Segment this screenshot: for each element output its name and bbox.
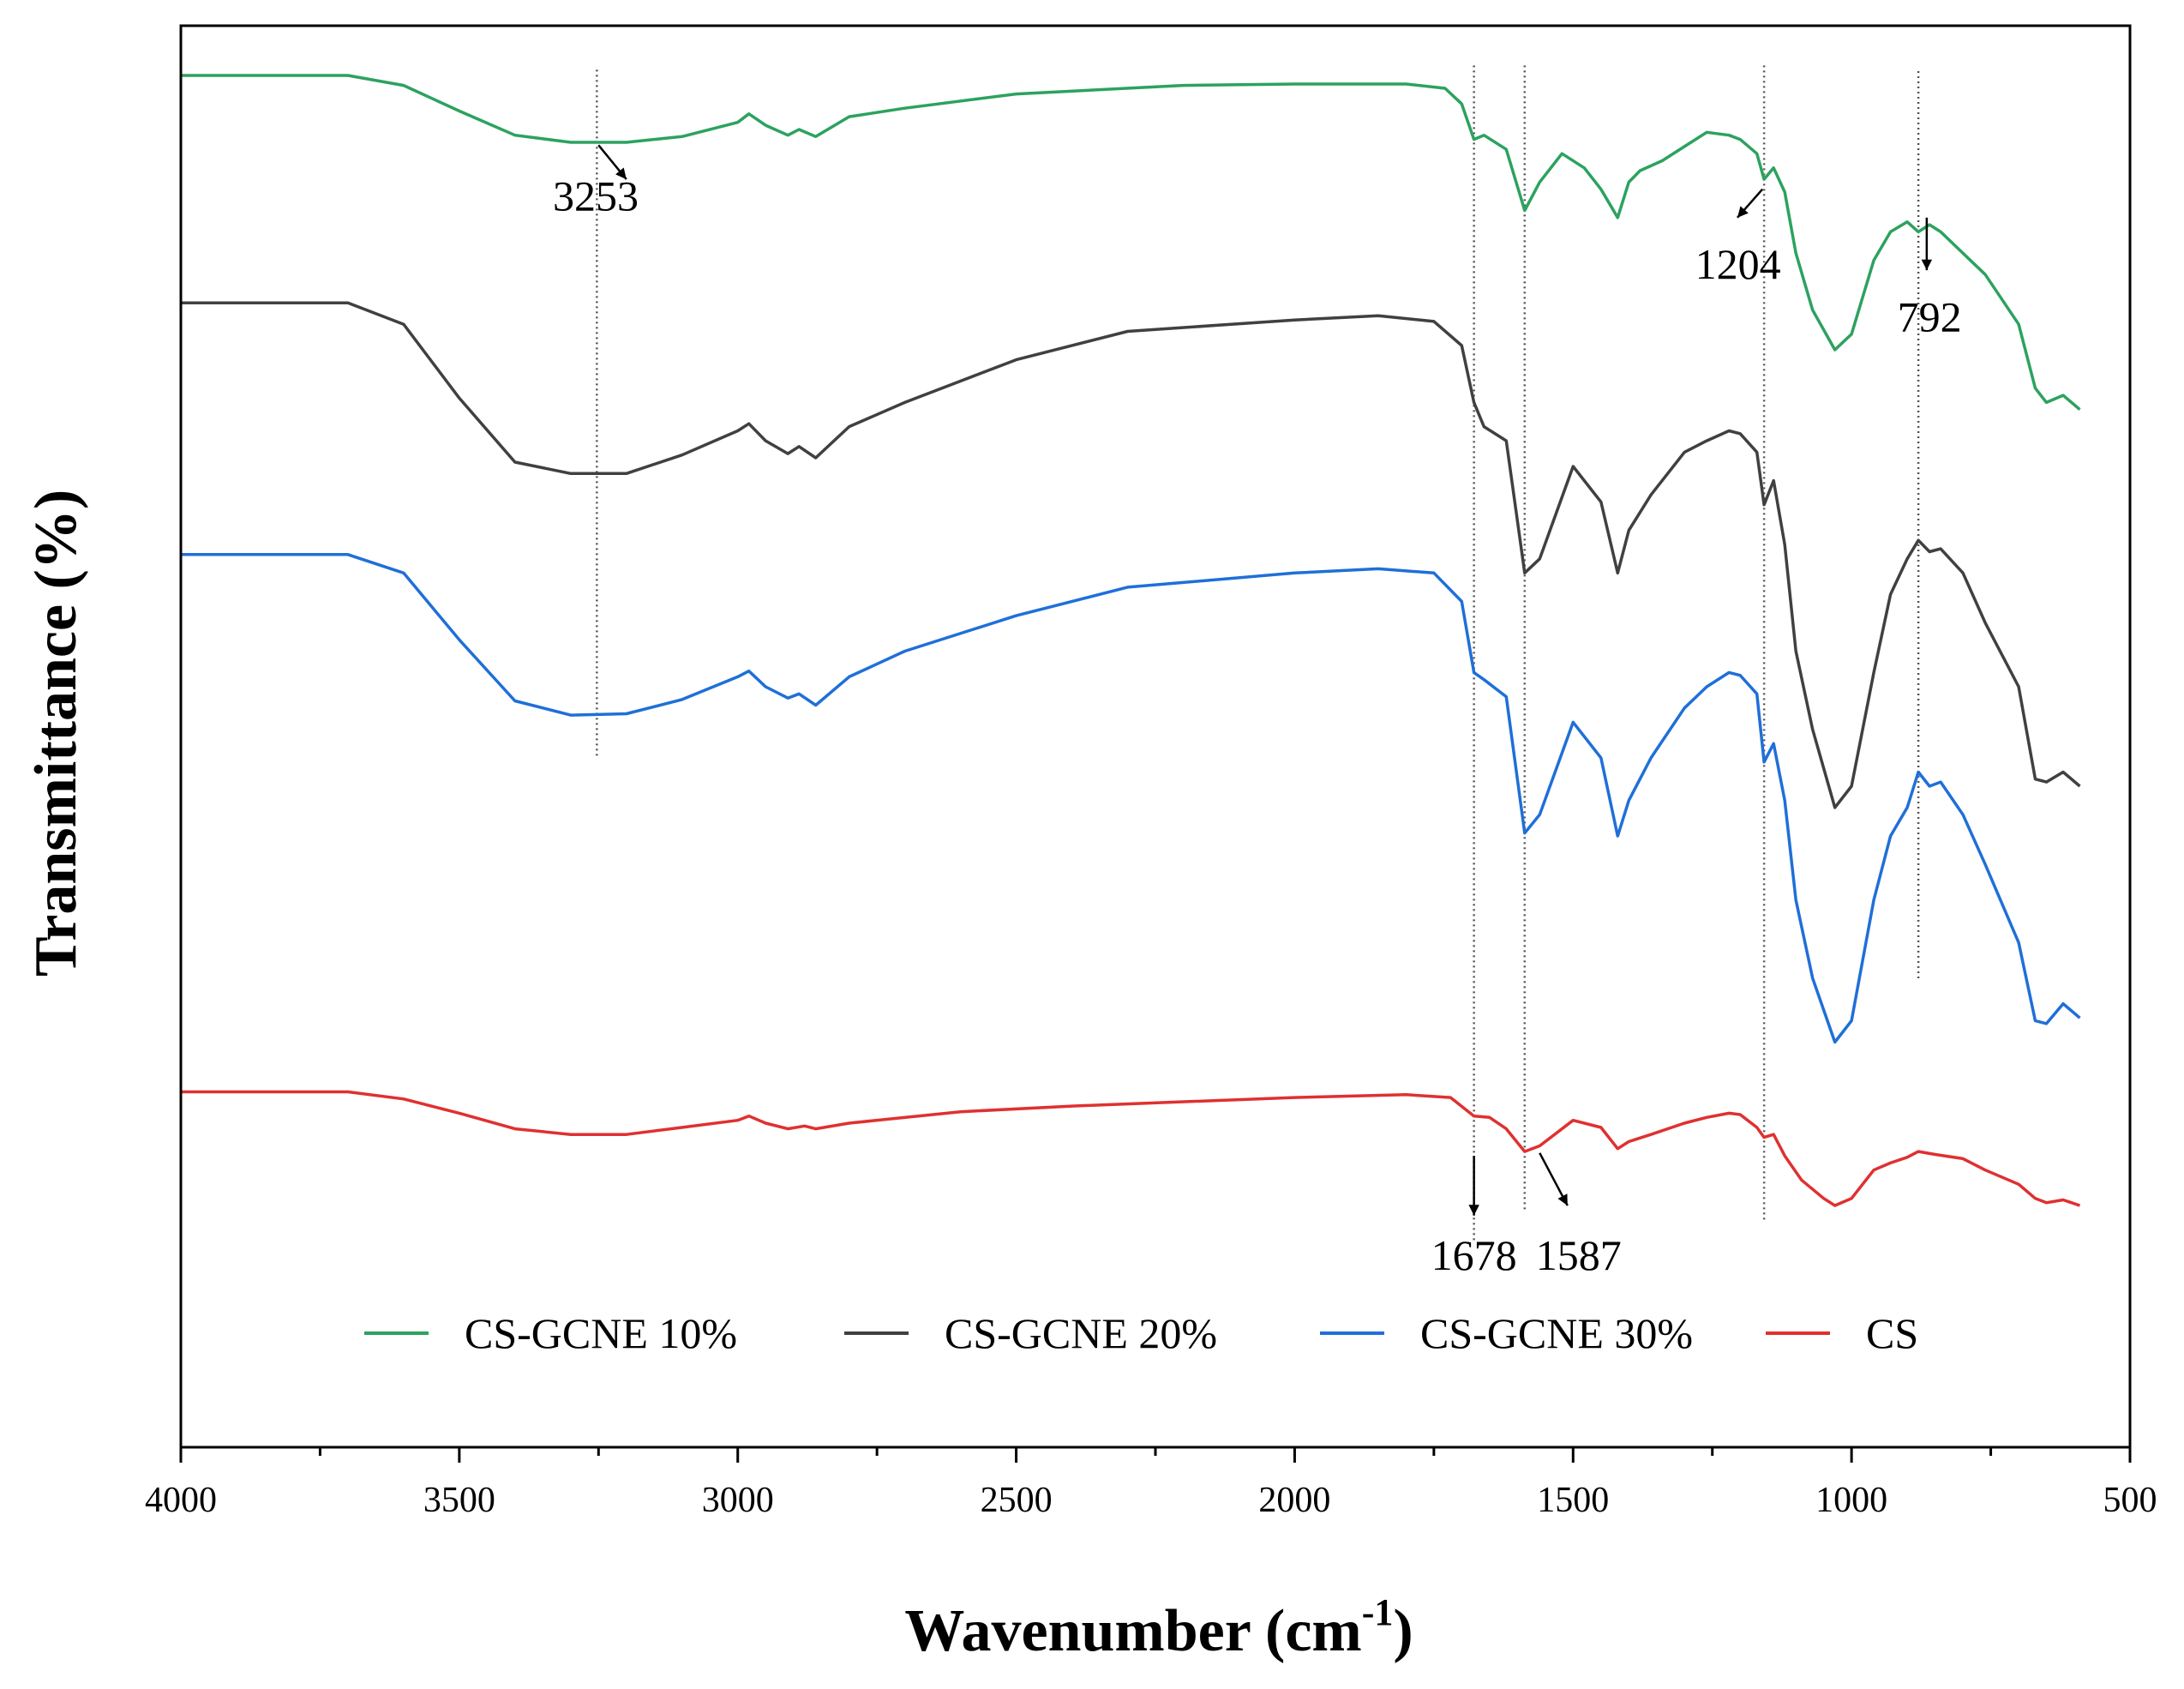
x-axis-title-close: )	[1393, 1598, 1413, 1664]
x-axis-title-superscript: -1	[1362, 1591, 1394, 1633]
series-line-3	[181, 553, 2081, 1044]
x-tick-label: 1000	[1815, 1481, 1887, 1520]
legend-label-3: CS-GCNE 30%	[1420, 1309, 1693, 1357]
y-axis-title: Transmittance (%)	[23, 490, 89, 977]
x-tick-label: 1500	[1537, 1481, 1609, 1520]
annotation-label-4: 1678	[1431, 1231, 1517, 1279]
annotation-arrow-1	[597, 144, 627, 180]
legend-label-4: CS	[1866, 1309, 1918, 1357]
annotation-label-1: 3253	[553, 172, 639, 220]
annotation-label-5: 1587	[1536, 1231, 1622, 1279]
x-axis: 4000 3500 3000 2500 2000 1500 1000 500	[145, 1447, 2157, 1520]
x-tick-label: 2500	[981, 1481, 1053, 1520]
x-tick-label: 500	[2103, 1481, 2157, 1520]
x-tick-label: 3500	[423, 1481, 495, 1520]
annotation-arrow-5	[1539, 1152, 1569, 1206]
x-tick-label: 3000	[702, 1481, 774, 1520]
series-line-1	[181, 74, 2081, 412]
x-axis-title: Wavenumber (cm-1)	[904, 1591, 1413, 1664]
annotation-arrow-2	[1737, 188, 1764, 219]
series-line-2	[181, 301, 2081, 809]
series-line-4	[181, 1090, 2081, 1207]
legend-label-2: CS-GCNE 20%	[945, 1309, 1217, 1357]
legend: CS-GCNE 10% CS-GCNE 20% CS-GCNE 30% CS	[364, 1309, 1918, 1357]
x-tick-label: 4000	[145, 1481, 217, 1520]
legend-label-1: CS-GCNE 10%	[465, 1309, 737, 1357]
annotation-label-3: 792	[1898, 292, 1962, 340]
annotations: 3253 1204 792 1678 1587	[553, 144, 1962, 1279]
x-tick-label: 2000	[1258, 1481, 1330, 1520]
plot-area	[181, 65, 2081, 1241]
annotation-label-2: 1204	[1695, 240, 1781, 288]
